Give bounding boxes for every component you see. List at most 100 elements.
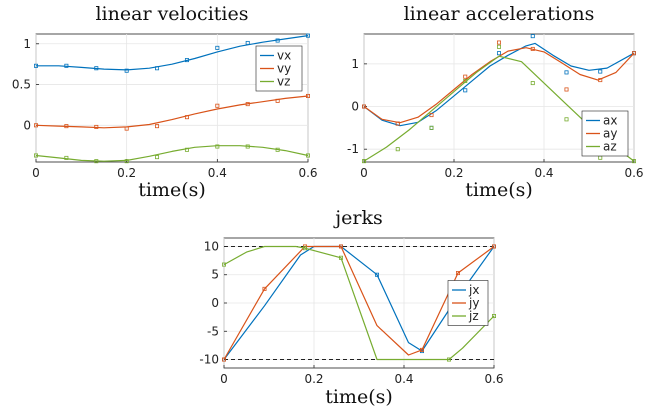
data-point-jy xyxy=(419,347,424,352)
data-point-az xyxy=(530,81,535,86)
data-point-az xyxy=(361,159,366,164)
data-point-vz xyxy=(64,155,69,160)
series-line-vy xyxy=(35,95,309,129)
data-point-ax xyxy=(496,51,501,56)
data-point-ay xyxy=(395,121,400,126)
data-point-vy xyxy=(34,123,39,128)
data-point-vx xyxy=(124,68,129,73)
data-point-vx xyxy=(64,63,69,68)
y-tick-label: 5 xyxy=(211,268,219,282)
data-point-vz xyxy=(245,144,250,149)
x-axis-label: time(s) xyxy=(138,179,206,201)
data-point-ay xyxy=(530,46,535,51)
data-point-vz xyxy=(215,144,220,149)
data-point-jy xyxy=(455,271,460,276)
y-tick-label: 1 xyxy=(23,37,31,51)
x-tick-label: 0.6 xyxy=(484,372,503,386)
data-point-vx xyxy=(94,66,99,71)
data-point-vy xyxy=(155,124,160,129)
data-point-jy xyxy=(491,244,496,249)
data-point-jz xyxy=(446,357,451,362)
legend-label-ay: ay xyxy=(603,127,617,141)
data-point-az xyxy=(429,125,434,130)
x-tick-label: 0.4 xyxy=(208,166,227,180)
series-line-vz xyxy=(35,145,309,162)
data-point-vy xyxy=(184,115,189,120)
data-point-ay xyxy=(632,51,637,56)
data-point-vx xyxy=(155,66,160,71)
data-point-vz xyxy=(305,153,310,158)
x-tick-label: 0 xyxy=(360,166,368,180)
data-point-vz xyxy=(34,153,39,158)
data-point-vz xyxy=(184,147,189,152)
data-point-ax xyxy=(564,70,569,75)
data-point-ay xyxy=(463,74,468,79)
series-line-jx xyxy=(223,245,495,360)
legend-label-jx: jx xyxy=(468,283,479,297)
x-tick-label: 0.2 xyxy=(117,166,136,180)
data-point-vy xyxy=(94,124,99,129)
data-point-ay xyxy=(429,113,434,118)
data-point-ax xyxy=(463,88,468,93)
x-axis-label: time(s) xyxy=(465,179,533,201)
velocity-chart: 0 0.2 0.4 0.6 0 0.5 1 linear velocities time(s) v… xyxy=(12,3,318,201)
legend-label-jz: jz xyxy=(468,309,479,323)
data-point-jy xyxy=(262,286,267,291)
data-point-az xyxy=(395,147,400,152)
series-line-jy xyxy=(223,245,495,360)
data-point-ay xyxy=(496,40,501,45)
series-line-jz xyxy=(223,245,495,361)
legend-label-vy: vy xyxy=(277,62,291,76)
chart-title: linear velocities xyxy=(95,3,248,25)
data-point-az xyxy=(463,78,468,83)
y-tick-label: -10 xyxy=(199,353,219,367)
data-point-jx xyxy=(374,272,379,277)
data-point-az xyxy=(632,159,637,164)
data-point-ay xyxy=(598,78,603,83)
data-point-vz xyxy=(155,155,160,160)
series-line-vx xyxy=(36,35,309,71)
x-tick-label: 0.2 xyxy=(444,166,463,180)
x-tick-label: 0 xyxy=(220,372,228,386)
x-tick-label: 0.6 xyxy=(624,166,643,180)
x-tick-label: 0 xyxy=(32,166,40,180)
y-tick-label: 1 xyxy=(351,57,359,71)
data-point-ay xyxy=(564,87,569,92)
data-point-vy xyxy=(275,98,280,103)
data-point-vy xyxy=(124,126,129,131)
x-tick-label: 0.2 xyxy=(304,372,323,386)
data-point-ax xyxy=(598,69,603,74)
data-point-vx xyxy=(305,33,310,38)
data-point-jz xyxy=(338,255,343,260)
legend-label-jy: jy xyxy=(468,296,479,310)
data-point-vy xyxy=(215,103,220,108)
data-point-vz xyxy=(275,147,280,152)
legend-label-ax: ax xyxy=(603,114,617,128)
data-point-vx xyxy=(184,58,189,63)
series-line-ax xyxy=(363,42,635,127)
data-point-jz xyxy=(491,313,496,318)
data-point-jy xyxy=(221,357,226,362)
data-point-ay xyxy=(361,104,366,109)
data-point-vy xyxy=(305,93,310,98)
x-tick-label: 0.6 xyxy=(298,166,317,180)
data-point-az xyxy=(496,44,501,49)
chart-title: jerks xyxy=(333,207,382,229)
data-point-vy xyxy=(245,102,250,107)
data-point-vx xyxy=(245,40,250,45)
data-point-vx xyxy=(215,45,220,50)
data-point-jz xyxy=(302,246,307,251)
x-axis-label: time(s) xyxy=(325,386,393,408)
data-point-jy xyxy=(338,244,343,249)
data-point-ax xyxy=(530,34,535,39)
legend-label-vz: vz xyxy=(277,75,290,89)
data-point-vz xyxy=(94,159,99,164)
legend-label-vx: vx xyxy=(277,49,291,63)
data-point-az xyxy=(564,117,569,122)
y-tick-label: 0 xyxy=(351,100,359,114)
y-tick-label: -5 xyxy=(207,324,219,338)
data-point-vx xyxy=(275,38,280,43)
